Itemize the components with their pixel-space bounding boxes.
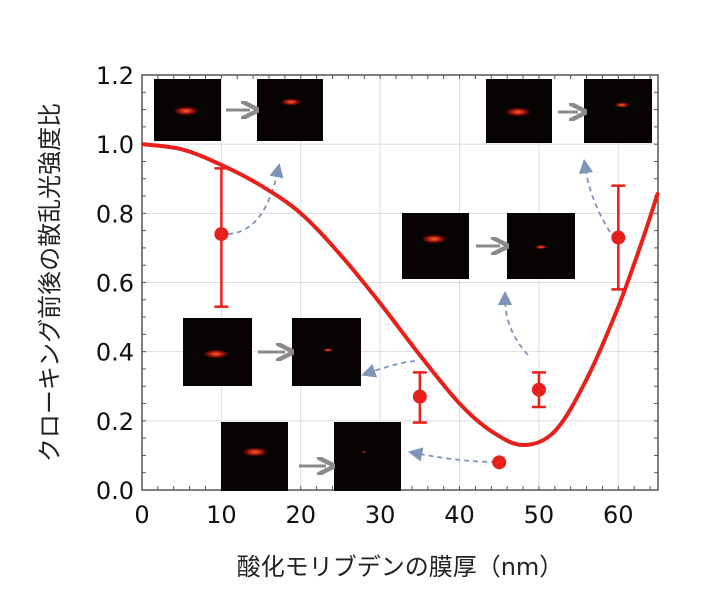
inset-before-spot <box>420 234 448 244</box>
data-point <box>611 230 626 245</box>
data-point <box>531 382 546 397</box>
dashed-arrow <box>407 447 497 463</box>
fit-curve <box>141 142 660 448</box>
x-tick-label: 40 <box>444 501 475 529</box>
x-tick-label: 10 <box>206 501 237 529</box>
inset-after-spot <box>279 98 303 106</box>
dashed-arrow <box>497 290 529 356</box>
x-tick-label: 30 <box>365 501 396 529</box>
x-tick-label: 20 <box>285 501 316 529</box>
inset-before <box>402 213 469 279</box>
inset-after <box>584 79 652 143</box>
data-point <box>492 455 507 470</box>
y-tick-label: 0.2 <box>96 408 134 436</box>
data-point <box>214 227 229 242</box>
inset-after-spot <box>534 244 548 250</box>
y-axis-label: クローキング前後の散乱光強度比 <box>36 103 64 462</box>
inset-before-spot <box>202 349 230 359</box>
x-tick-label: 50 <box>524 501 555 529</box>
dashed-arrow <box>361 360 416 378</box>
dashed-arrow <box>227 162 284 235</box>
x-tick-label: 60 <box>603 501 634 529</box>
inset-after <box>292 318 361 386</box>
inset-after <box>257 79 323 141</box>
dashed-arrow <box>578 158 611 233</box>
inset-after-spot <box>322 348 334 352</box>
inset-after-spot <box>361 451 367 453</box>
y-tick-label: 0.6 <box>96 270 134 298</box>
y-tick-label: 0.8 <box>96 200 134 228</box>
y-tick-label: 0.0 <box>96 477 134 505</box>
data-point <box>412 389 427 404</box>
y-tick-label: 1.2 <box>96 62 134 90</box>
inset-before-spot <box>172 106 200 116</box>
x-tick-label: 0 <box>134 501 149 529</box>
y-tick-label: 0.4 <box>96 339 134 367</box>
inset-after <box>334 422 401 491</box>
inset-before-spot <box>241 447 269 457</box>
x-axis-label: 酸化モリブデンの膜厚（nm） <box>237 553 564 581</box>
inset-before-spot <box>504 107 532 117</box>
y-tick-label: 1.0 <box>96 131 134 159</box>
inset-after-spot <box>613 102 631 108</box>
